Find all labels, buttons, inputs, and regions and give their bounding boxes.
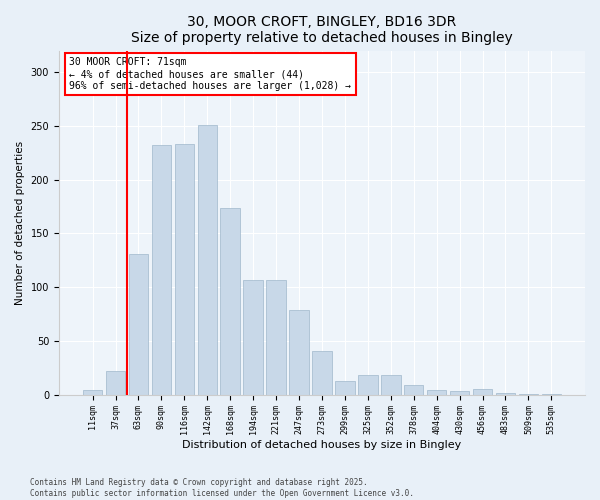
Bar <box>83 390 103 394</box>
Bar <box>197 124 217 394</box>
Bar <box>106 371 125 394</box>
Bar <box>128 254 148 394</box>
Bar <box>312 350 332 395</box>
Bar <box>244 280 263 394</box>
Bar <box>381 376 401 394</box>
Bar <box>496 392 515 394</box>
Bar <box>289 310 309 394</box>
Bar <box>175 144 194 395</box>
Bar <box>404 385 424 394</box>
Bar <box>450 392 469 394</box>
Bar <box>427 390 446 394</box>
Bar <box>335 380 355 394</box>
Bar <box>220 208 240 394</box>
Bar <box>358 376 377 394</box>
X-axis label: Distribution of detached houses by size in Bingley: Distribution of detached houses by size … <box>182 440 461 450</box>
Bar <box>152 145 171 394</box>
Text: Contains HM Land Registry data © Crown copyright and database right 2025.
Contai: Contains HM Land Registry data © Crown c… <box>30 478 414 498</box>
Title: 30, MOOR CROFT, BINGLEY, BD16 3DR
Size of property relative to detached houses i: 30, MOOR CROFT, BINGLEY, BD16 3DR Size o… <box>131 15 513 45</box>
Text: 30 MOOR CROFT: 71sqm
← 4% of detached houses are smaller (44)
96% of semi-detach: 30 MOOR CROFT: 71sqm ← 4% of detached ho… <box>70 58 352 90</box>
Bar <box>473 390 492 394</box>
Y-axis label: Number of detached properties: Number of detached properties <box>15 140 25 304</box>
Bar <box>266 280 286 394</box>
